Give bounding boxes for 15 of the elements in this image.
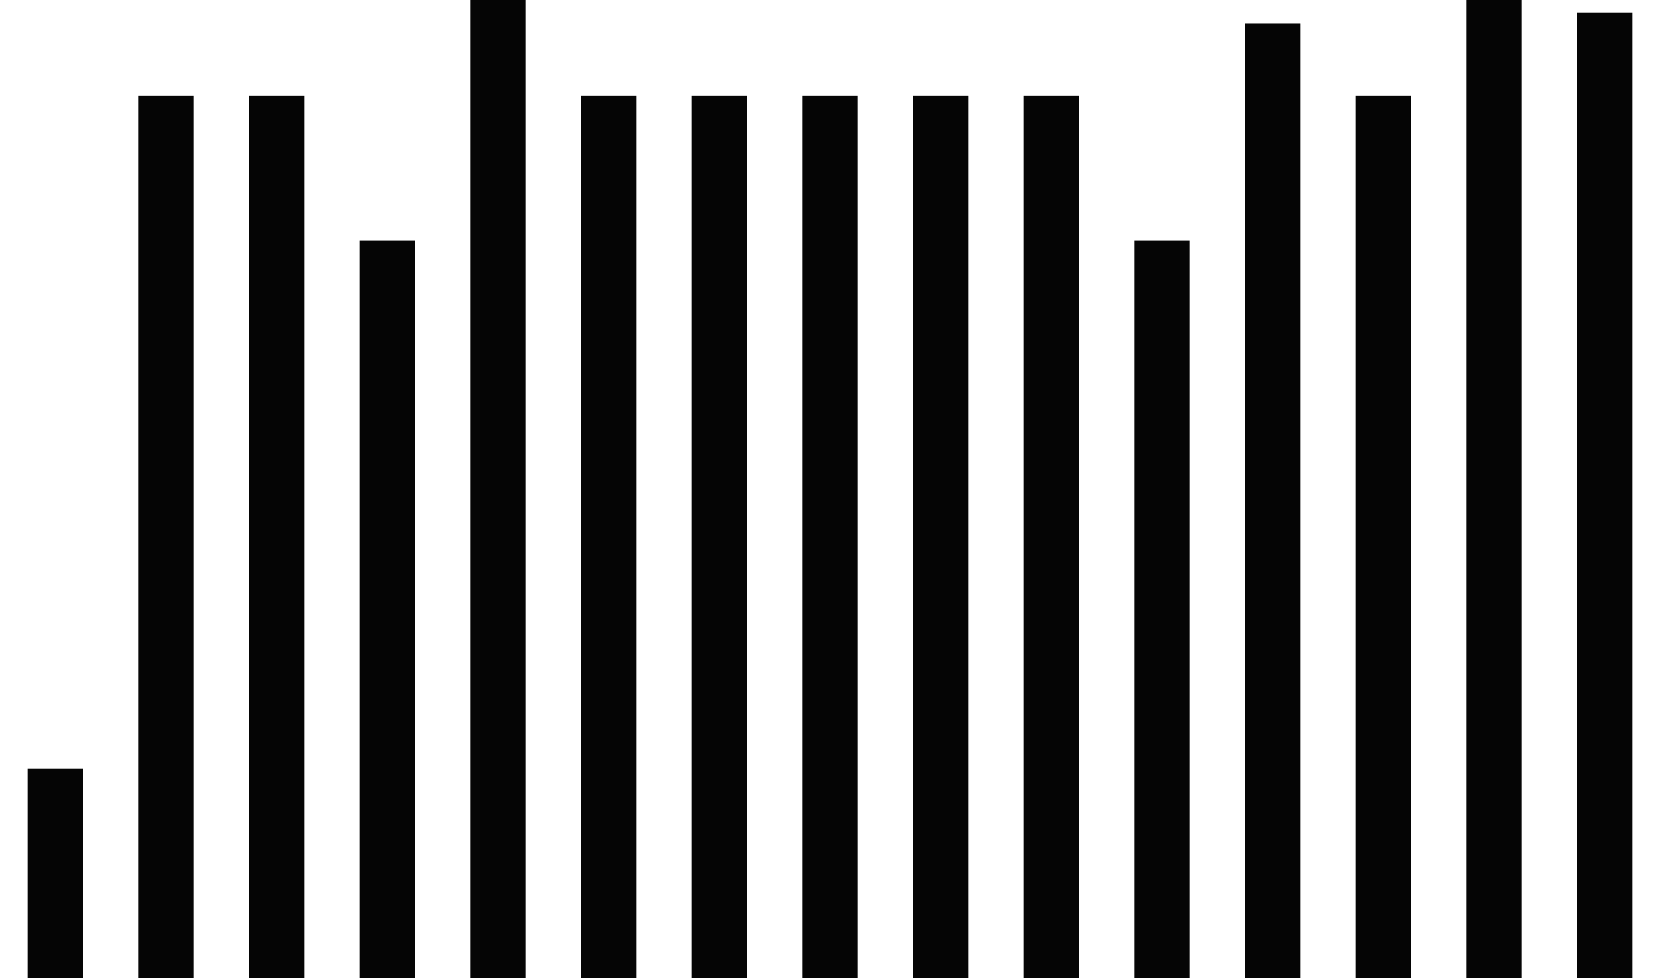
bar <box>27 768 83 978</box>
bar <box>691 95 747 978</box>
bar <box>581 95 637 978</box>
bar <box>1355 95 1411 978</box>
bar <box>1577 12 1633 978</box>
bar <box>1023 95 1079 978</box>
bar <box>249 95 305 978</box>
bar <box>138 95 194 978</box>
bar <box>359 240 415 978</box>
bar <box>1466 0 1522 978</box>
bar <box>1134 240 1190 978</box>
bar <box>802 95 858 978</box>
bar <box>913 95 969 978</box>
bar <box>470 0 526 978</box>
bar <box>1245 23 1301 978</box>
